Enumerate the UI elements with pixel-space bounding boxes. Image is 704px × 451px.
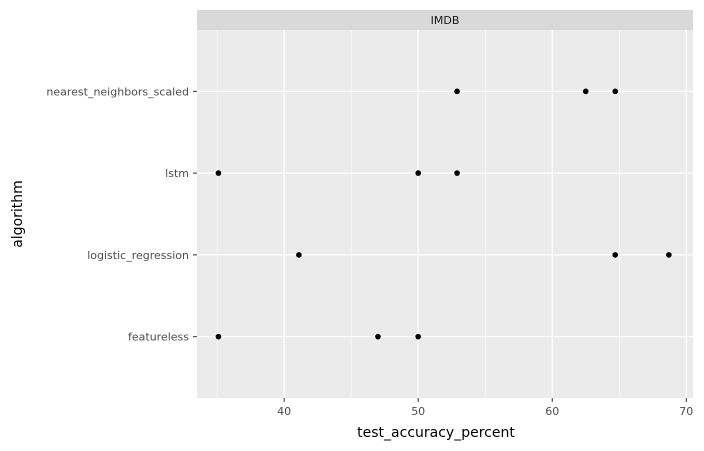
data-point <box>215 333 222 340</box>
y-tick-label: lstm <box>165 167 189 180</box>
data-point <box>296 252 302 258</box>
data-point <box>215 170 222 176</box>
y-tick-label: nearest_neighbors_scaled <box>46 85 189 98</box>
y-tick-label: logistic_regression <box>87 249 189 262</box>
data-point <box>454 88 460 95</box>
data-point <box>666 252 672 258</box>
x-tick-label: 40 <box>277 405 291 418</box>
plot-panel <box>197 30 693 398</box>
x-tick-label: 50 <box>411 405 425 418</box>
data-point <box>612 88 619 95</box>
y-tick-label: featureless <box>128 331 189 344</box>
y-axis-title: algorithm <box>10 180 26 248</box>
facet-strip <box>197 10 693 30</box>
data-point <box>375 333 381 340</box>
x-tick-label: 60 <box>545 405 559 418</box>
data-points <box>215 88 672 340</box>
y-axis: featureless logistic_regression lstm neares… <box>46 85 197 344</box>
data-point <box>582 88 589 95</box>
data-point <box>415 333 421 340</box>
x-axis: 40 50 60 70 <box>277 398 693 418</box>
major-gridlines <box>197 30 693 398</box>
facet-strip-label: IMDB <box>431 14 460 27</box>
x-axis-title: test_accuracy_percent <box>357 425 515 441</box>
data-point <box>454 170 460 176</box>
x-tick-label: 70 <box>679 405 693 418</box>
data-point <box>612 252 619 258</box>
data-point <box>415 170 421 176</box>
